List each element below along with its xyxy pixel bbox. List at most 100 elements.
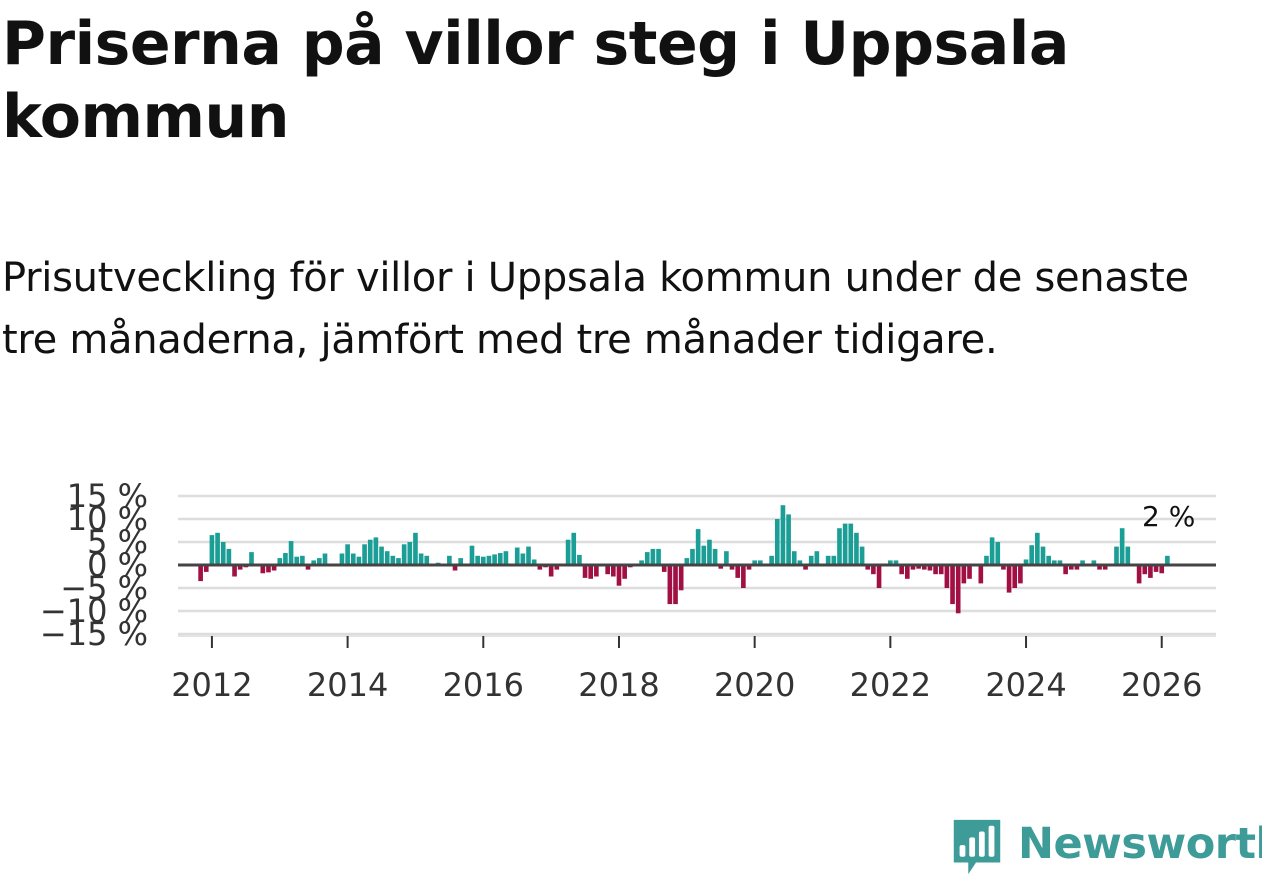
bar (978, 565, 984, 584)
bar (667, 565, 673, 605)
brand-name: Newsworthy (1018, 819, 1262, 869)
bar (888, 560, 893, 565)
bar (899, 565, 904, 575)
bar (848, 523, 854, 565)
bar (1063, 565, 1068, 575)
x-tick-label: 2024 (985, 666, 1066, 704)
bar (526, 546, 531, 565)
x-tick-label: 2016 (443, 666, 524, 704)
bar (746, 565, 752, 570)
bar (283, 553, 288, 565)
bar (458, 558, 463, 565)
x-tick-label: 2018 (578, 666, 659, 704)
bar (497, 553, 503, 565)
bar (791, 551, 797, 565)
bar (1142, 565, 1148, 575)
bar (854, 532, 859, 565)
bar (1125, 546, 1131, 565)
bar (288, 541, 294, 565)
bar (916, 565, 921, 569)
bar (605, 565, 610, 575)
bar (203, 565, 209, 572)
bar (701, 545, 707, 565)
bar (825, 555, 831, 565)
chart-subtitle: Prisutveckling för villor i Uppsala komm… (2, 255, 1189, 363)
bar (718, 565, 724, 569)
bar (1023, 559, 1029, 565)
bar (418, 553, 424, 565)
bar (362, 544, 367, 565)
bar (695, 529, 701, 565)
bar (447, 555, 452, 565)
bar (514, 547, 520, 565)
bar (294, 556, 300, 565)
y-tick-label: 0 % (87, 546, 148, 584)
bar (803, 565, 808, 570)
bar-series (198, 505, 1170, 614)
bar (1091, 560, 1097, 565)
bar (786, 514, 791, 565)
axes (178, 563, 1216, 648)
bar (531, 559, 537, 565)
bar (831, 555, 837, 565)
bar (300, 555, 305, 565)
y-tick-label: −5 % (60, 569, 148, 607)
bar (780, 505, 786, 565)
y-tick-label: 5 % (87, 523, 148, 561)
bar (684, 558, 690, 565)
bar (774, 519, 780, 565)
bar (639, 560, 644, 565)
bar (209, 535, 215, 565)
bar (729, 565, 735, 570)
bar (797, 560, 803, 565)
bar (345, 544, 350, 565)
bar (266, 565, 271, 573)
bar (622, 565, 627, 579)
bar (1012, 565, 1018, 588)
bar (921, 565, 927, 570)
bar (712, 548, 718, 565)
bar (577, 554, 582, 565)
bar (690, 548, 695, 565)
x-tick-label: 2022 (850, 666, 931, 704)
bar (356, 556, 362, 565)
bar (876, 565, 882, 588)
bar (859, 546, 865, 565)
bar (548, 565, 554, 577)
bar (379, 546, 384, 565)
bar (1136, 565, 1142, 584)
bar (1051, 560, 1057, 565)
bar (390, 555, 396, 565)
bar (317, 558, 322, 565)
bar (588, 565, 594, 579)
bar (220, 542, 226, 565)
bar (905, 565, 910, 579)
bar (384, 551, 390, 565)
bar (650, 548, 656, 565)
bar (401, 544, 407, 565)
bar (842, 523, 848, 565)
bar (1119, 528, 1125, 565)
bar (565, 539, 571, 565)
bar (837, 528, 842, 565)
axis-labels: 15 %10 %5 %0 %−5 %−10 %−15 % 2012 2014 2016… (40, 477, 1203, 704)
bar (1148, 565, 1153, 578)
bar (944, 565, 950, 588)
bar (1102, 565, 1108, 570)
bar (678, 565, 684, 591)
last-value-label: 2 % (1142, 500, 1195, 533)
bar (215, 532, 220, 565)
bar (1046, 555, 1051, 565)
bar (260, 565, 266, 574)
bar (198, 565, 203, 582)
bar (1074, 565, 1080, 570)
bar (407, 542, 413, 565)
bar (1153, 565, 1159, 572)
page-title: Priserna på villor steg i Uppsala kommun (2, 9, 1069, 152)
bar (661, 565, 667, 572)
x-tick-label: 2012 (171, 666, 252, 704)
bar (249, 552, 254, 565)
bar (373, 537, 379, 565)
bar (871, 565, 876, 575)
x-tick-label: 2014 (307, 666, 388, 704)
